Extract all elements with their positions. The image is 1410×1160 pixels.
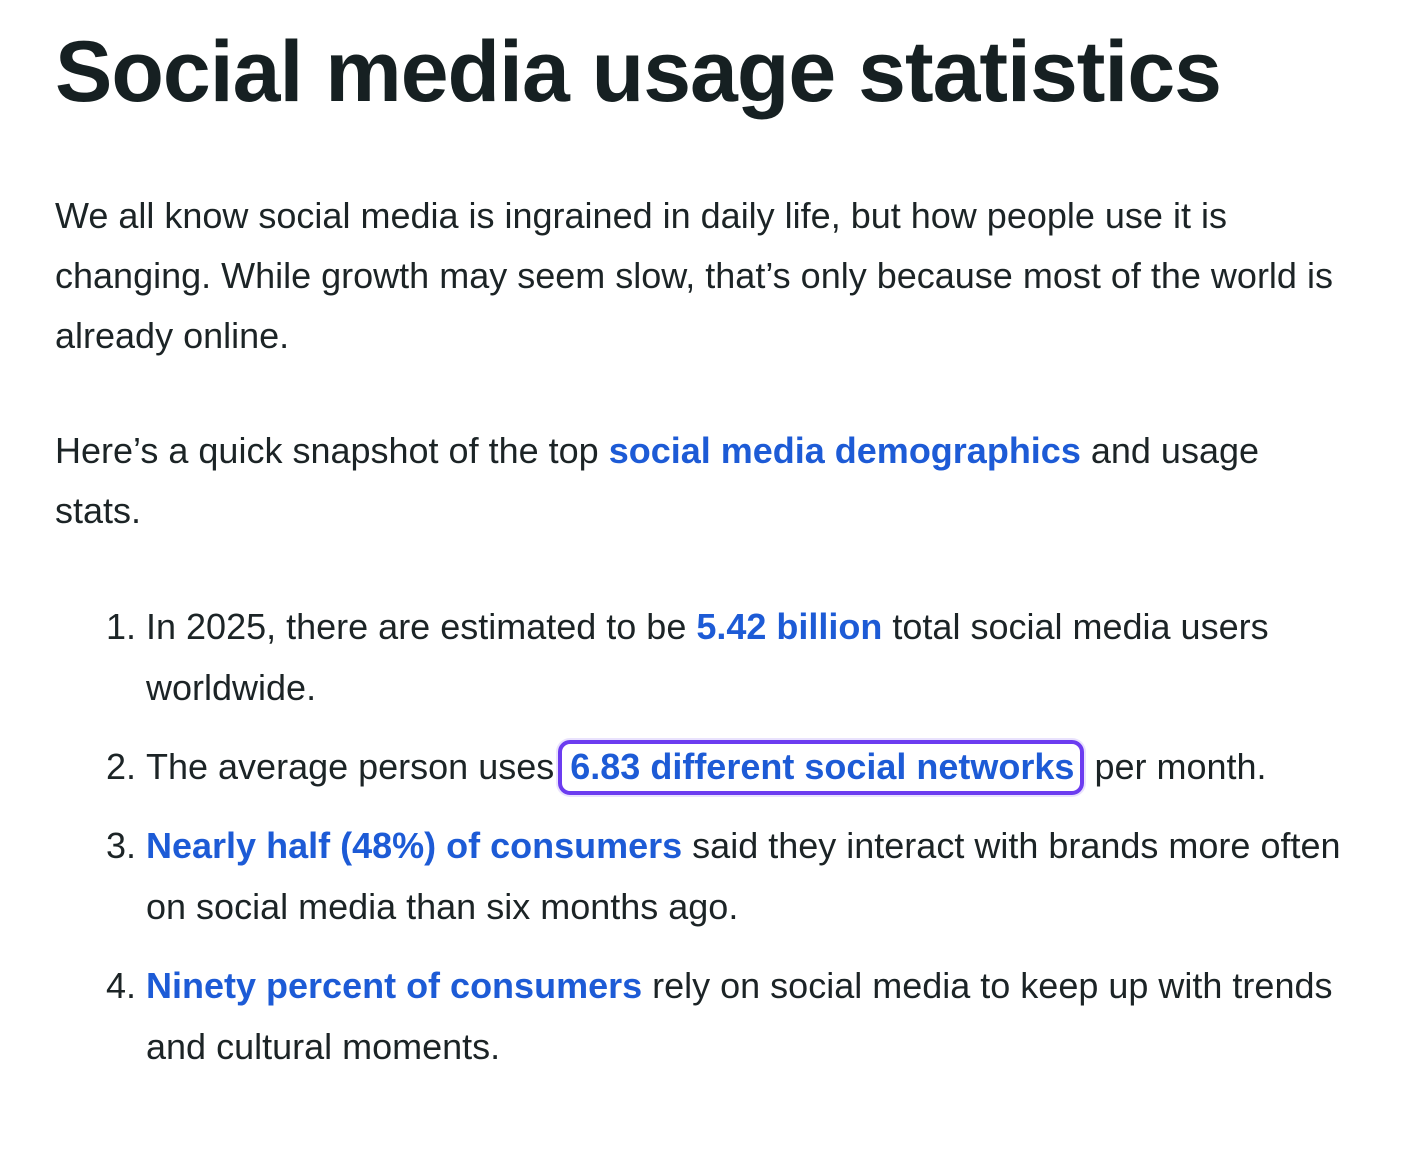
stat-text-after: rely on social media to keep up with tre… [146, 965, 1333, 1067]
snapshot-text-before: Here’s a quick snapshot of the top [55, 430, 609, 471]
list-item: The average person uses 6.83 different s… [146, 736, 1346, 797]
stats-list: In 2025, there are estimated to be 5.42 … [55, 596, 1346, 1095]
consumers-trends-link[interactable]: Ninety percent of consumers [146, 965, 643, 1006]
page-title: Social media usage statistics [55, 24, 1222, 120]
stat-text-before: The average person uses [146, 746, 565, 787]
stat-text-after: said they interact with brands more ofte… [146, 825, 1341, 927]
intro-paragraph: We all know social media is ingrained in… [55, 195, 1333, 356]
stat-text-after: total social media users worldwide. [146, 606, 1269, 708]
stat-text-after: per month. [1084, 746, 1267, 787]
snapshot-paragraph: Here’s a quick snapshot of the top socia… [55, 421, 1345, 541]
snapshot-text-after: and usage stats. [55, 430, 1260, 531]
total-users-link[interactable]: 5.42 billion [696, 606, 883, 647]
social-networks-link[interactable]: 6.83 different social networks [558, 740, 1085, 795]
consumers-interact-link[interactable]: Nearly half (48%) of consumers [146, 825, 683, 866]
list-item: Ninety percent of consumers rely on soci… [146, 955, 1346, 1077]
social-media-demographics-link[interactable]: social media demographics [608, 430, 1081, 471]
stat-text-before: In 2025, there are estimated to be [146, 606, 697, 647]
list-item: Nearly half (48%) of consumers said they… [146, 815, 1346, 937]
list-item: In 2025, there are estimated to be 5.42 … [146, 596, 1346, 718]
